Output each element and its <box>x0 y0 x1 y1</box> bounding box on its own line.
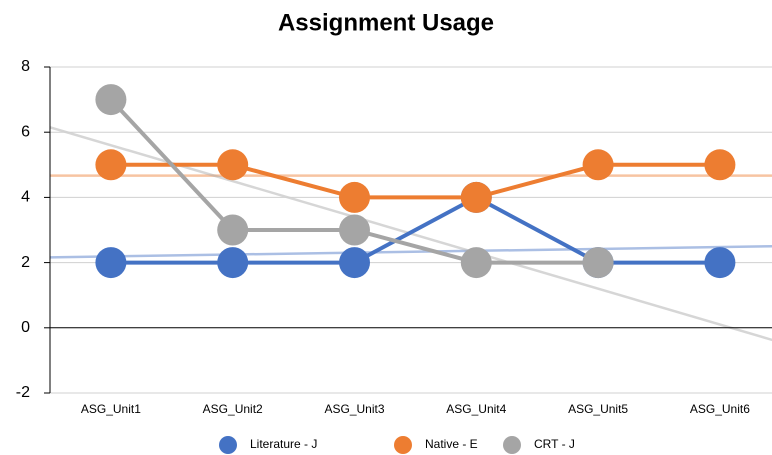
marker <box>704 247 736 279</box>
series-line <box>110 162 720 200</box>
chart-title: Assignment Usage <box>278 9 494 36</box>
trendline <box>50 126 772 342</box>
legend-label: Native - E <box>425 437 478 451</box>
trendlines <box>50 126 772 342</box>
x-tick-label: ASG_Unit4 <box>446 402 506 416</box>
y-tick-label: 8 <box>21 58 30 75</box>
marker <box>704 149 736 181</box>
marker <box>95 149 127 181</box>
marker <box>95 247 127 279</box>
marker <box>582 247 614 279</box>
x-tick-label: ASG_Unit3 <box>324 402 384 416</box>
marker <box>460 181 492 213</box>
legend-label: Literature - J <box>250 437 317 451</box>
y-tick-label: 0 <box>21 319 30 336</box>
marker <box>339 214 370 246</box>
marker <box>582 149 614 181</box>
x-tick-label: ASG_Unit6 <box>690 402 750 416</box>
x-tick-label: ASG_Unit1 <box>81 402 141 416</box>
x-tick-label: ASG_Unit5 <box>568 402 628 416</box>
legend-marker <box>219 436 237 454</box>
legend-label: CRT - J <box>534 437 575 451</box>
trendline <box>50 245 772 259</box>
legend-marker <box>503 436 521 454</box>
marker <box>217 214 249 246</box>
marker <box>217 149 249 181</box>
series-line <box>110 195 720 265</box>
marker <box>339 247 370 279</box>
y-tick-label: 2 <box>21 254 30 271</box>
y-tick-label: 6 <box>21 123 30 140</box>
marker <box>217 247 249 279</box>
x-tick-label: ASG_Unit2 <box>203 402 263 416</box>
marker <box>339 181 370 213</box>
y-tick-label: 4 <box>21 189 30 206</box>
marker <box>95 84 127 116</box>
legend-marker <box>394 436 412 454</box>
y-tick-label: -2 <box>16 384 30 401</box>
marker <box>460 247 492 279</box>
